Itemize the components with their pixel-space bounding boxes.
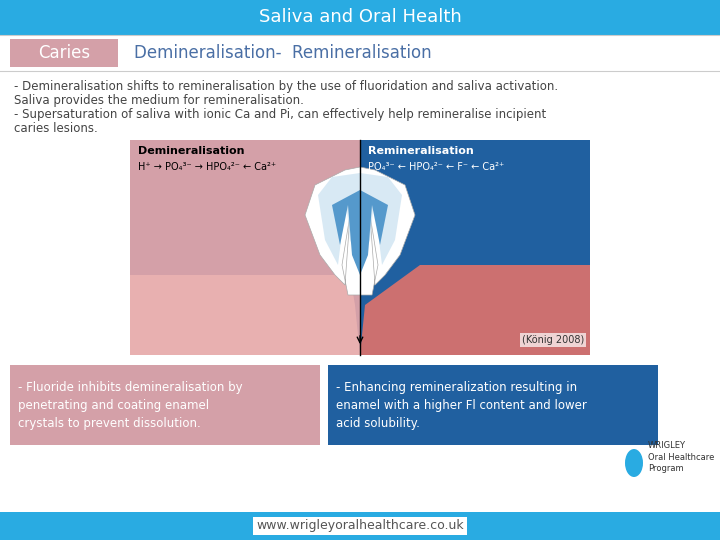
Polygon shape bbox=[305, 167, 415, 295]
Text: Demineralisation-  Remineralisation: Demineralisation- Remineralisation bbox=[134, 44, 431, 62]
Text: www.wrigleyoralhealthcare.co.uk: www.wrigleyoralhealthcare.co.uk bbox=[256, 519, 464, 532]
FancyBboxPatch shape bbox=[328, 365, 658, 445]
Text: (König 2008): (König 2008) bbox=[522, 335, 584, 345]
Polygon shape bbox=[318, 173, 402, 265]
FancyBboxPatch shape bbox=[0, 512, 720, 540]
Text: - Fluoride inhibits demineralisation by
penetrating and coating enamel
crystals : - Fluoride inhibits demineralisation by … bbox=[18, 381, 243, 429]
Polygon shape bbox=[130, 275, 360, 355]
FancyBboxPatch shape bbox=[360, 140, 590, 355]
FancyBboxPatch shape bbox=[10, 365, 320, 445]
Text: - Enhancing remineralization resulting in
enamel with a higher Fl content and lo: - Enhancing remineralization resulting i… bbox=[336, 381, 587, 429]
Text: - Supersaturation of saliva with ionic Ca and Pi, can effectively help remineral: - Supersaturation of saliva with ionic C… bbox=[14, 108, 546, 121]
FancyBboxPatch shape bbox=[0, 0, 720, 512]
Text: Caries: Caries bbox=[38, 44, 90, 62]
Text: Saliva and Oral Health: Saliva and Oral Health bbox=[258, 9, 462, 26]
Text: WRIGLEY
Oral Healthcare
Program: WRIGLEY Oral Healthcare Program bbox=[648, 441, 714, 473]
FancyBboxPatch shape bbox=[130, 140, 360, 355]
Text: Remineralisation: Remineralisation bbox=[368, 146, 474, 156]
Text: - Demineralisation shifts to remineralisation by the use of fluoridation and sal: - Demineralisation shifts to remineralis… bbox=[14, 80, 558, 93]
Text: PO₄³⁻ ← HPO₄²⁻ ← F⁻ ← Ca²⁺: PO₄³⁻ ← HPO₄²⁻ ← F⁻ ← Ca²⁺ bbox=[368, 162, 504, 172]
Polygon shape bbox=[332, 190, 388, 275]
Text: Demineralisation: Demineralisation bbox=[138, 146, 245, 156]
FancyBboxPatch shape bbox=[0, 0, 720, 35]
Text: Saliva provides the medium for remineralisation.: Saliva provides the medium for remineral… bbox=[14, 94, 304, 107]
Ellipse shape bbox=[625, 449, 643, 477]
Text: caries lesions.: caries lesions. bbox=[14, 122, 98, 135]
FancyBboxPatch shape bbox=[10, 39, 118, 67]
Polygon shape bbox=[360, 265, 590, 355]
Text: H⁺ → PO₄³⁻ → HPO₄²⁻ ← Ca²⁺: H⁺ → PO₄³⁻ → HPO₄²⁻ ← Ca²⁺ bbox=[138, 162, 276, 172]
